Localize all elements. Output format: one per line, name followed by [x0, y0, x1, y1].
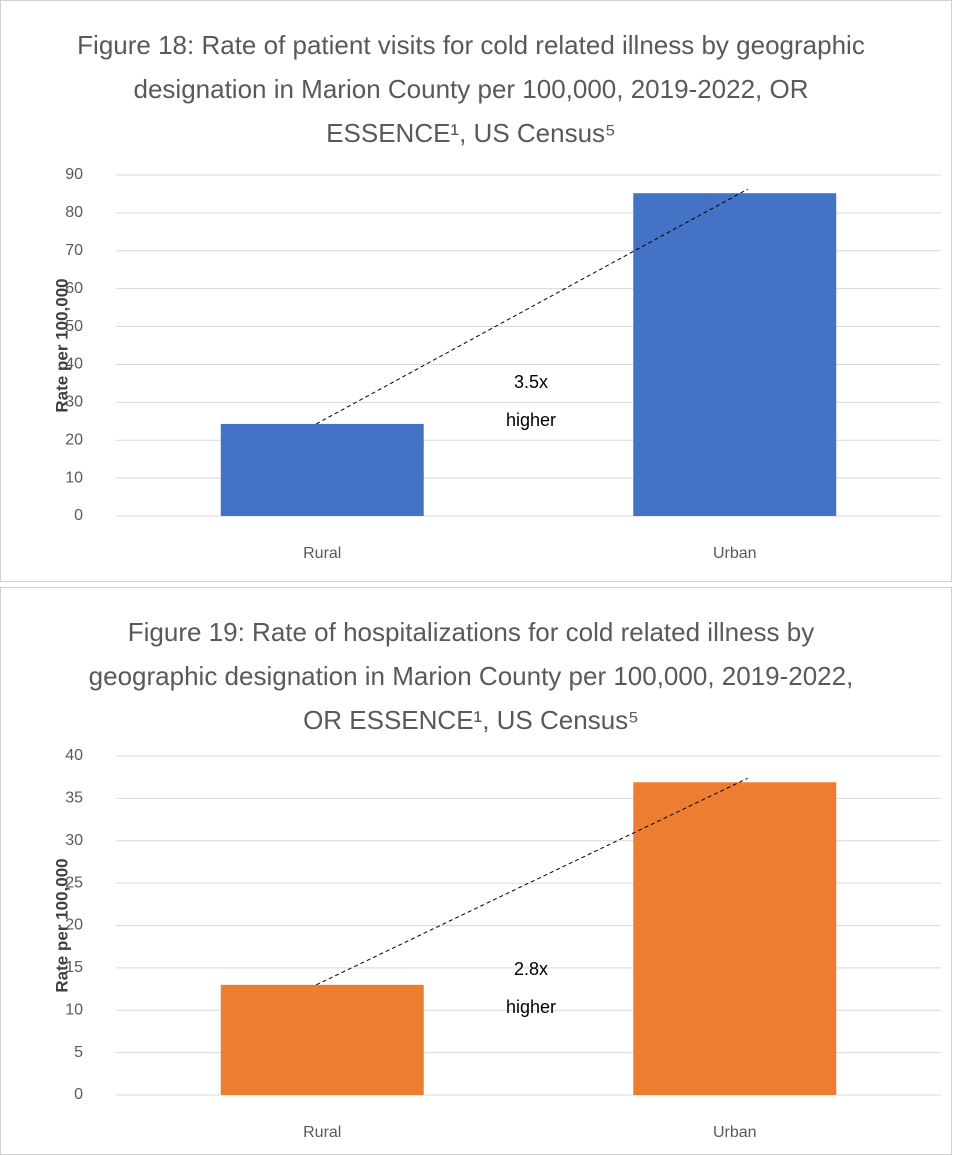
y-tick-label: 5: [74, 1044, 83, 1061]
x-tick-label: Rural: [303, 545, 341, 562]
y-tick-label: 60: [65, 280, 83, 297]
chart: 0 5 10 15 20 25 30 35 40 Rate per 100,000 Rural Urb…: [52, 747, 941, 1141]
y-tick-label: 50: [65, 318, 83, 335]
x-tick-label: Urban: [713, 545, 757, 562]
y-tick-label: 0: [74, 507, 83, 524]
chart-frame: 0 10 20 30 40 50 60 70 80 90 Rate per 100,000 Rural…: [0, 0, 952, 582]
y-tick-label: 25: [65, 874, 83, 891]
y-tick-label: 70: [65, 242, 83, 259]
bar: [633, 782, 837, 1095]
chart: 0 10 20 30 40 50 60 70 80 90 Rate per 100,000 Rural…: [52, 166, 941, 562]
chart-title: Figure 18: Rate of patient visits for co…: [77, 30, 865, 148]
x-tick-label: Rural: [303, 1124, 341, 1141]
y-tick-label: 80: [65, 204, 83, 221]
chart-title: Figure 19: Rate of hospitalizations for …: [88, 617, 854, 735]
chart-frame: 0 5 10 15 20 25 30 35 40 Rate per 100,000 Rural Urb…: [0, 587, 952, 1155]
trend-line: [316, 188, 748, 425]
x-tick-label: Urban: [713, 1124, 757, 1141]
y-tick-label: 30: [65, 394, 83, 411]
y-tick-label: 90: [65, 166, 83, 183]
bar: [220, 984, 424, 1095]
y-tick-label: 40: [65, 356, 83, 373]
y-tick-label: 0: [74, 1086, 83, 1103]
y-tick-label: 30: [65, 832, 83, 849]
y-axis-label: Rate per 100,000: [52, 858, 71, 992]
y-tick-label: 10: [65, 469, 83, 486]
annotation: 2.8x higher: [505, 959, 557, 1017]
annotation: 3.5x higher: [505, 372, 557, 430]
trend-line: [316, 777, 748, 986]
y-axis-label: Rate per 100,000: [52, 278, 71, 412]
y-tick-label: 20: [65, 917, 83, 934]
bar: [633, 193, 837, 517]
y-tick-label: 40: [65, 747, 83, 764]
y-tick-label: 35: [65, 790, 83, 807]
y-tick-label: 15: [65, 959, 83, 976]
y-tick-label: 20: [65, 431, 83, 448]
bar: [220, 423, 424, 516]
y-tick-label: 10: [65, 1001, 83, 1018]
